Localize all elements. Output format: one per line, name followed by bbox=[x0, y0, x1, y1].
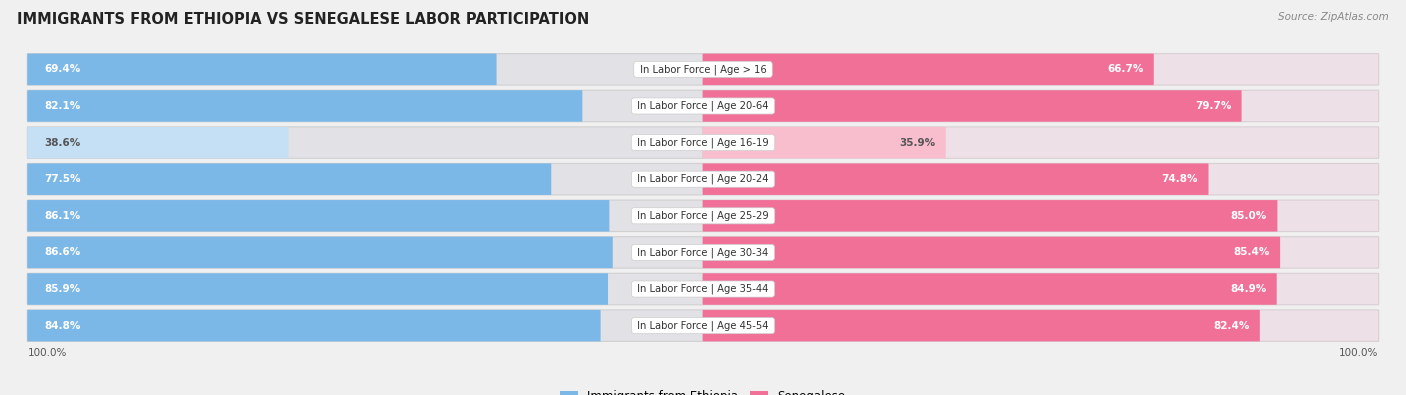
FancyBboxPatch shape bbox=[703, 237, 1279, 268]
Text: In Labor Force | Age 20-24: In Labor Force | Age 20-24 bbox=[634, 174, 772, 184]
Text: In Labor Force | Age 30-34: In Labor Force | Age 30-34 bbox=[634, 247, 772, 258]
Text: 85.0%: 85.0% bbox=[1230, 211, 1267, 221]
FancyBboxPatch shape bbox=[27, 127, 703, 158]
Text: 38.6%: 38.6% bbox=[45, 137, 80, 148]
FancyBboxPatch shape bbox=[703, 90, 1379, 122]
Text: IMMIGRANTS FROM ETHIOPIA VS SENEGALESE LABOR PARTICIPATION: IMMIGRANTS FROM ETHIOPIA VS SENEGALESE L… bbox=[17, 12, 589, 27]
Text: In Labor Force | Age 35-44: In Labor Force | Age 35-44 bbox=[634, 284, 772, 294]
FancyBboxPatch shape bbox=[27, 310, 600, 341]
FancyBboxPatch shape bbox=[703, 200, 1379, 231]
Text: 100.0%: 100.0% bbox=[28, 348, 67, 357]
FancyBboxPatch shape bbox=[703, 90, 1241, 122]
Text: 74.8%: 74.8% bbox=[1161, 174, 1198, 184]
FancyBboxPatch shape bbox=[27, 200, 703, 231]
Text: 86.6%: 86.6% bbox=[45, 247, 80, 258]
Text: 35.9%: 35.9% bbox=[900, 137, 935, 148]
FancyBboxPatch shape bbox=[27, 237, 703, 268]
FancyBboxPatch shape bbox=[703, 164, 1209, 195]
FancyBboxPatch shape bbox=[27, 164, 703, 195]
FancyBboxPatch shape bbox=[27, 164, 551, 195]
FancyBboxPatch shape bbox=[703, 127, 946, 158]
Text: 77.5%: 77.5% bbox=[45, 174, 82, 184]
FancyBboxPatch shape bbox=[703, 127, 1379, 158]
FancyBboxPatch shape bbox=[703, 273, 1379, 305]
Text: 84.9%: 84.9% bbox=[1230, 284, 1267, 294]
FancyBboxPatch shape bbox=[27, 273, 607, 305]
Text: 66.7%: 66.7% bbox=[1107, 64, 1143, 74]
FancyBboxPatch shape bbox=[27, 200, 609, 231]
FancyBboxPatch shape bbox=[27, 237, 613, 268]
Text: 79.7%: 79.7% bbox=[1195, 101, 1232, 111]
Text: 100.0%: 100.0% bbox=[1339, 348, 1378, 357]
FancyBboxPatch shape bbox=[27, 273, 703, 305]
Legend: Immigrants from Ethiopia, Senegalese: Immigrants from Ethiopia, Senegalese bbox=[555, 385, 851, 395]
Text: 82.4%: 82.4% bbox=[1213, 321, 1250, 331]
FancyBboxPatch shape bbox=[27, 54, 496, 85]
FancyBboxPatch shape bbox=[703, 54, 1154, 85]
FancyBboxPatch shape bbox=[27, 127, 288, 158]
Text: 85.9%: 85.9% bbox=[45, 284, 80, 294]
Text: In Labor Force | Age 20-64: In Labor Force | Age 20-64 bbox=[634, 101, 772, 111]
FancyBboxPatch shape bbox=[703, 273, 1277, 305]
FancyBboxPatch shape bbox=[27, 310, 703, 341]
FancyBboxPatch shape bbox=[27, 54, 703, 85]
FancyBboxPatch shape bbox=[703, 310, 1260, 341]
Text: 82.1%: 82.1% bbox=[45, 101, 80, 111]
Text: In Labor Force | Age > 16: In Labor Force | Age > 16 bbox=[637, 64, 769, 75]
Text: 84.8%: 84.8% bbox=[45, 321, 80, 331]
Text: In Labor Force | Age 45-54: In Labor Force | Age 45-54 bbox=[634, 320, 772, 331]
FancyBboxPatch shape bbox=[703, 310, 1379, 341]
FancyBboxPatch shape bbox=[703, 164, 1379, 195]
Text: In Labor Force | Age 25-29: In Labor Force | Age 25-29 bbox=[634, 211, 772, 221]
FancyBboxPatch shape bbox=[27, 90, 703, 122]
FancyBboxPatch shape bbox=[27, 90, 582, 122]
Text: 85.4%: 85.4% bbox=[1233, 247, 1270, 258]
Text: 69.4%: 69.4% bbox=[45, 64, 80, 74]
Text: 86.1%: 86.1% bbox=[45, 211, 80, 221]
FancyBboxPatch shape bbox=[703, 200, 1278, 231]
FancyBboxPatch shape bbox=[703, 237, 1379, 268]
Text: Source: ZipAtlas.com: Source: ZipAtlas.com bbox=[1278, 12, 1389, 22]
Text: In Labor Force | Age 16-19: In Labor Force | Age 16-19 bbox=[634, 137, 772, 148]
FancyBboxPatch shape bbox=[703, 54, 1379, 85]
